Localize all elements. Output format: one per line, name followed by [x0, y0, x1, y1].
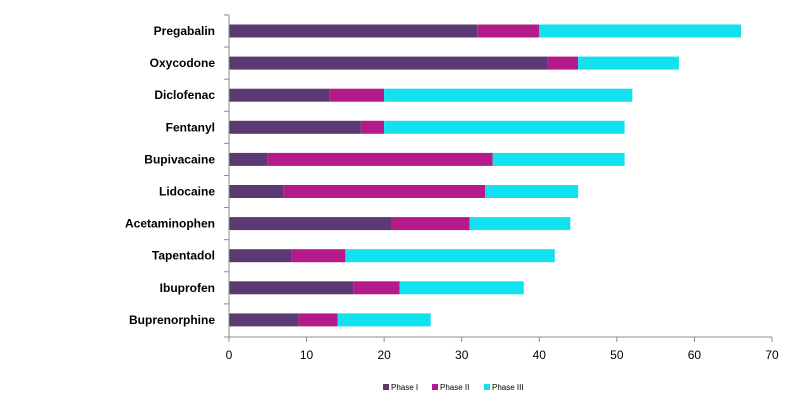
bar-buprenorphine-phase-ii: [298, 313, 338, 327]
bar-tapentadol-phase-i: [229, 249, 292, 263]
bar-lidocaine-phase-i: [229, 185, 284, 198]
category-label-fentanyl: Fentanyl: [166, 120, 215, 134]
bar-fentanyl-phase-i: [229, 120, 361, 134]
bar-acetaminophen-phase-i: [229, 217, 392, 231]
bar-bupivacaine-phase-iii: [492, 152, 625, 166]
bar-lidocaine-phase-iii: [484, 185, 579, 198]
bar-bupivacaine-phase-ii: [267, 152, 493, 166]
legend-swatch-phase-i: [383, 384, 389, 390]
x-tick-label-10: 10: [300, 348, 314, 362]
category-label-ibuprofen: Ibuprofen: [160, 281, 215, 295]
bars-layer: [229, 24, 741, 327]
bar-fentanyl-phase-iii: [384, 120, 625, 134]
category-label-bupivacaine: Bupivacaine: [144, 152, 215, 166]
bar-diclofenac-phase-iii: [384, 88, 633, 102]
bar-pregabalin-phase-ii: [477, 24, 540, 38]
legend-label-phase-ii: Phase II: [440, 383, 469, 392]
bar-lidocaine-phase-ii: [283, 185, 485, 198]
axes-layer: [224, 14, 773, 342]
bar-oxycodone-phase-iii: [578, 56, 679, 70]
bar-ibuprofen-phase-ii: [353, 281, 400, 295]
legend-swatch-phase-ii: [432, 384, 438, 390]
x-tick-labels: 0 10 20 30 40 50 60 70: [226, 348, 779, 362]
x-tick-label-70: 70: [765, 348, 779, 362]
x-tick-label-60: 60: [688, 348, 702, 362]
category-labels: Pregabalin Oxycodone Diclofenac Fentanyl Bup…: [125, 24, 215, 327]
bar-diclofenac-phase-i: [229, 88, 330, 102]
bar-pregabalin-phase-i: [229, 24, 478, 38]
x-tick-label-20: 20: [377, 348, 391, 362]
category-label-acetaminophen: Acetaminophen: [125, 217, 215, 231]
category-label-oxycodone: Oxycodone: [150, 56, 216, 70]
category-label-buprenorphine: Buprenorphine: [129, 313, 215, 327]
bar-tapentadol-phase-iii: [345, 249, 555, 263]
legend-swatch-phase-iii: [484, 384, 490, 390]
bar-buprenorphine-phase-i: [229, 313, 299, 327]
category-label-diclofenac: Diclofenac: [154, 88, 215, 102]
legend-label-phase-i: Phase I: [391, 383, 418, 392]
bar-acetaminophen-phase-iii: [469, 217, 571, 231]
bar-acetaminophen-phase-ii: [391, 217, 470, 231]
bar-pregabalin-phase-iii: [539, 24, 741, 38]
bar-oxycodone-phase-ii: [547, 56, 579, 70]
bar-ibuprofen-phase-i: [229, 281, 354, 295]
x-tick-label-30: 30: [455, 348, 469, 362]
bar-tapentadol-phase-ii: [291, 249, 346, 263]
legend: Phase I Phase II Phase III: [383, 383, 524, 392]
bar-bupivacaine-phase-i: [229, 152, 268, 166]
bar-diclofenac-phase-ii: [329, 88, 385, 102]
x-tick-label-0: 0: [226, 348, 233, 362]
legend-label-phase-iii: Phase III: [492, 383, 524, 392]
category-label-tapentadol: Tapentadol: [152, 249, 215, 263]
bar-buprenorphine-phase-iii: [337, 313, 431, 327]
bar-ibuprofen-phase-iii: [399, 281, 524, 295]
category-label-lidocaine: Lidocaine: [159, 185, 215, 199]
bar-oxycodone-phase-i: [229, 56, 548, 70]
category-label-pregabalin: Pregabalin: [154, 24, 215, 38]
x-tick-label-50: 50: [610, 348, 624, 362]
bar-fentanyl-phase-ii: [360, 120, 385, 134]
x-tick-label-40: 40: [533, 348, 547, 362]
